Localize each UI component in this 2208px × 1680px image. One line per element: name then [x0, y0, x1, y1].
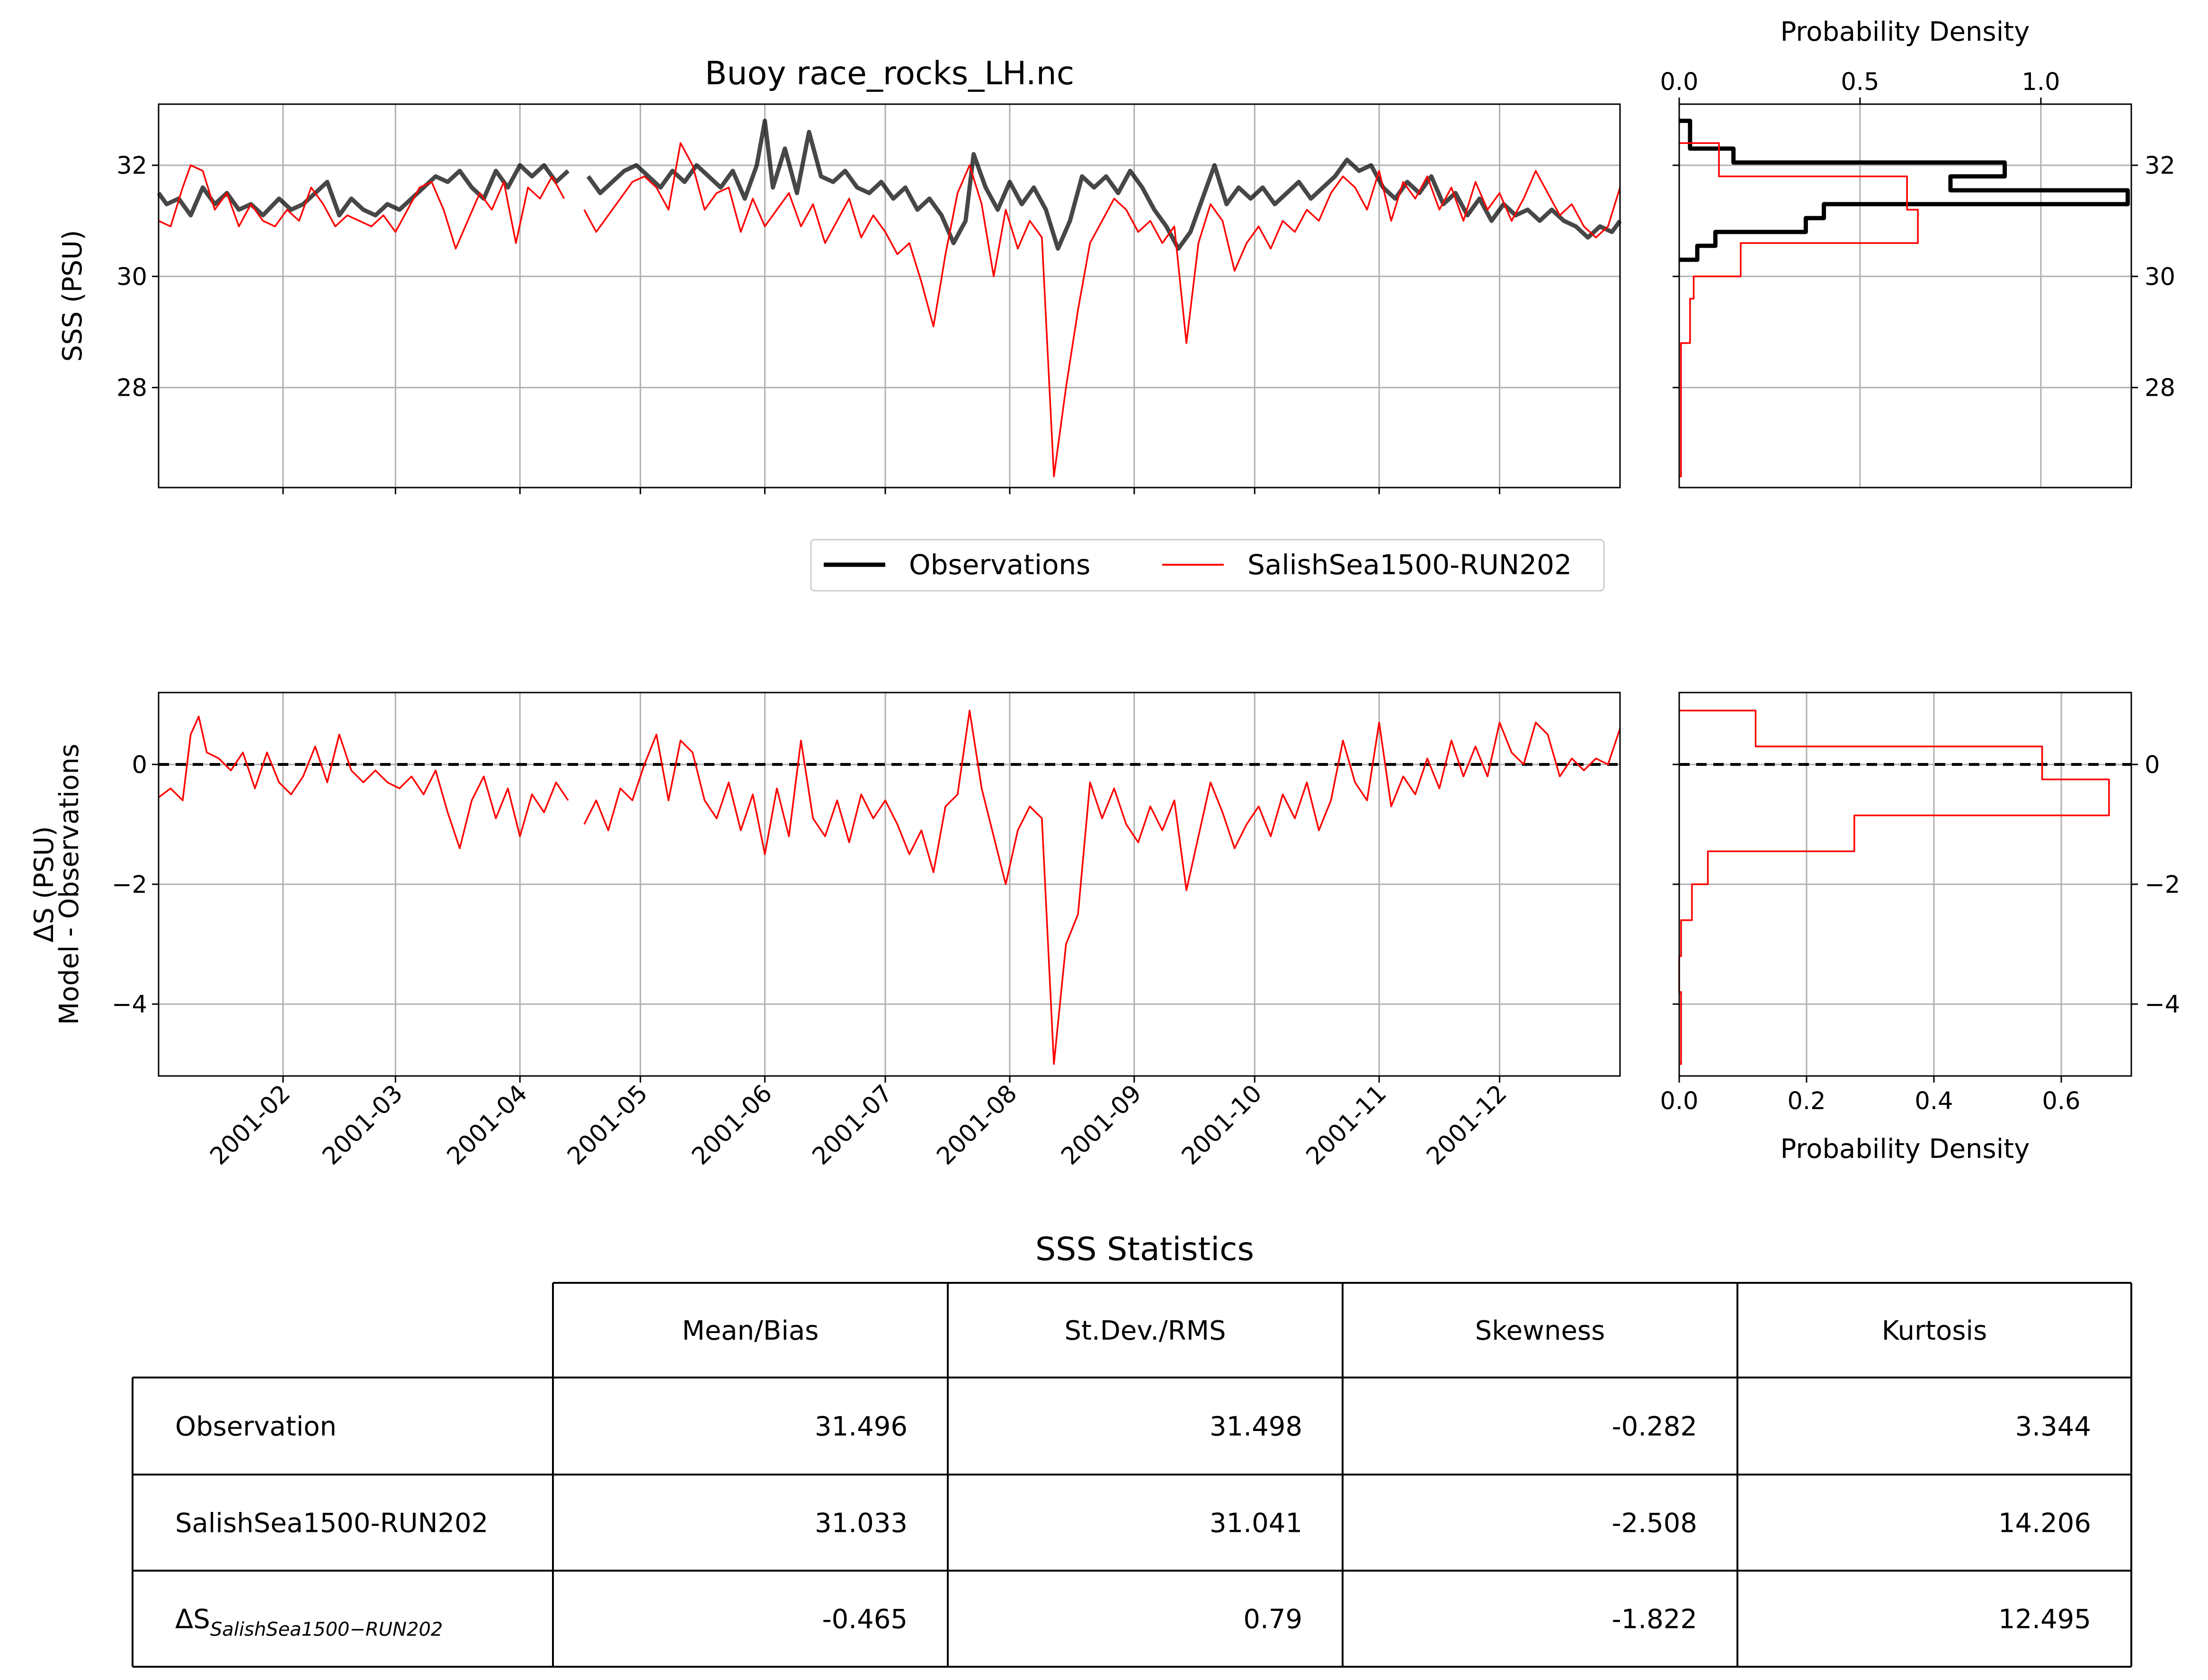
- series-lines: [1679, 118, 2130, 478]
- x-tick-label: 2001-06: [686, 1079, 777, 1170]
- y-tick-label: −4: [112, 991, 147, 1019]
- y-tick-label: −2: [2145, 871, 2180, 899]
- table-cell: 3.344: [2015, 1412, 2091, 1442]
- y-tick-label: 32: [2145, 152, 2175, 180]
- x-tick-label: 0.2: [1787, 1087, 1825, 1115]
- table-cell: 31.496: [815, 1412, 908, 1442]
- x-axis-label: Probability Density: [1781, 1134, 2030, 1164]
- series-model: [158, 142, 1621, 478]
- y-axis-label: SSS (PSU): [57, 230, 88, 362]
- axes: 0.0 0.5 1.0 28 30 32: [1660, 68, 2175, 402]
- y-tick-label: 30: [116, 263, 147, 291]
- table-header-cell: St.Dev./RMS: [1064, 1316, 1226, 1346]
- x-tick-label: 1.0: [2021, 68, 2060, 96]
- x-tick-label: 0.0: [1660, 1087, 1698, 1115]
- table-cell: -0.282: [1611, 1412, 1697, 1442]
- grid: [1678, 693, 2131, 1076]
- legend-label-observations: Observations: [909, 549, 1090, 581]
- grid: [159, 104, 1620, 488]
- table-cell: 14.206: [1998, 1508, 2091, 1539]
- chart-title: Buoy race_rocks_LH.nc: [705, 55, 1074, 92]
- hist-observations: [1679, 118, 2130, 262]
- table-cell: 31.498: [1210, 1412, 1302, 1442]
- table-row-label-subscript: SalishSea1500−RUN202: [210, 1619, 443, 1641]
- table-row-label: ΔSSalishSea1500−RUN202: [175, 1604, 443, 1641]
- hist-model: [1679, 142, 1919, 478]
- table-header-cell: Kurtosis: [1882, 1316, 1987, 1346]
- x-tick-label: 2001-02: [205, 1079, 296, 1170]
- panel-sss-histogram: 0.0 0.5 1.0 28 30 32 Probability Density: [1660, 17, 2175, 489]
- grid: [159, 693, 1620, 1076]
- y-tick-label: −2: [112, 871, 147, 899]
- table-cell: 0.79: [1243, 1604, 1302, 1635]
- x-tick-label: 0.6: [2042, 1087, 2080, 1115]
- table-row-label: SalishSea1500-RUN202: [175, 1508, 488, 1539]
- x-axis-label: Probability Density: [1781, 17, 2030, 47]
- table-cell: 12.495: [1998, 1604, 2091, 1635]
- y-tick-label: 30: [2145, 263, 2175, 291]
- x-tick-label: 2001-03: [317, 1079, 408, 1170]
- x-tick-label: 2001-07: [807, 1079, 898, 1170]
- y-tick-label: −4: [2145, 991, 2180, 1019]
- y-axis-label-secondary: Model - Observations: [54, 744, 85, 1025]
- y-tick-label: 32: [116, 152, 147, 180]
- plot-frame: [1678, 103, 2132, 489]
- table-header-cell: Mean/Bias: [682, 1316, 819, 1346]
- series-lines: [157, 118, 1622, 478]
- x-tick-label: 0.4: [1914, 1087, 1953, 1115]
- x-tick-label: 2001-05: [562, 1079, 653, 1170]
- axes: 28 30 32: [116, 152, 1501, 494]
- x-tick-label: 2001-10: [1176, 1079, 1267, 1170]
- axes: 0.0 0.2 0.4 0.6 −4 −2 0: [1660, 751, 2180, 1115]
- table-cell: -2.508: [1611, 1508, 1697, 1539]
- x-tick-label: 2001-12: [1421, 1079, 1512, 1170]
- x-tick-label: 2001-08: [932, 1079, 1023, 1170]
- x-tick-label: 2001-04: [442, 1079, 533, 1170]
- legend-label-model: SalishSea1500-RUN202: [1247, 549, 1572, 581]
- panel-delta-timeseries: 2001-02 2001-03 2001-04 2001-05 2001-06 2001-…: [29, 692, 1621, 1171]
- plot-frame: [158, 103, 1621, 489]
- table-title: SSS Statistics: [1035, 1231, 1254, 1268]
- table-cell: 31.033: [815, 1508, 908, 1539]
- series-lines: [158, 710, 1621, 1065]
- table-header-cell: Skewness: [1475, 1316, 1605, 1346]
- legend: Observations SalishSea1500-RUN202: [810, 539, 1605, 592]
- y-tick-label: 0: [132, 751, 147, 779]
- table-cell: 31.041: [1210, 1508, 1302, 1539]
- table-cell: -1.822: [1611, 1604, 1697, 1635]
- y-tick-label: 28: [2145, 374, 2175, 402]
- x-tick-label: 2001-09: [1056, 1079, 1147, 1170]
- table-row-label: Observation: [175, 1412, 337, 1442]
- table-cell: -0.465: [822, 1604, 908, 1635]
- y-tick-label: 0: [2145, 751, 2160, 779]
- table-body: Mean/Bias St.Dev./RMS Skewness Kurtosis Obse…: [132, 1282, 2132, 1668]
- y-tick-label: 28: [116, 374, 147, 402]
- statistics-table: SSS Statistics Mean/Bias St.Dev./RMS Skewn…: [132, 1231, 2132, 1668]
- y-axis-label: ΔS (PSU): [29, 826, 60, 942]
- panel-sss-timeseries: Buoy race_rocks_LH.nc 28 30 32 SSS (PSU): [57, 55, 1622, 494]
- x-tick-label: 0.0: [1660, 68, 1698, 96]
- panel-delta-histogram: 0.0 0.2 0.4 0.6 −4 −2 0 Probability Density: [1660, 692, 2180, 1164]
- series-observations: [157, 118, 1622, 251]
- series-model: [158, 710, 1621, 1065]
- x-tick-label: 0.5: [1841, 68, 1879, 96]
- x-tick-label: 2001-11: [1301, 1079, 1392, 1170]
